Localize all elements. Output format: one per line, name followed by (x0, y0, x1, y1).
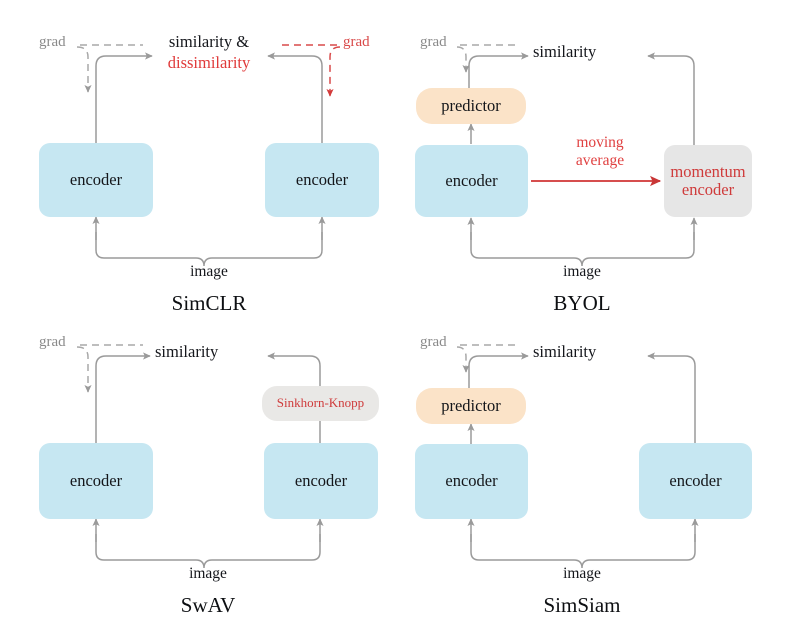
simsiam-connectors (456, 344, 699, 569)
byol-connectors (456, 44, 698, 267)
swav-left-encoder-box[interactable]: encoder (39, 443, 153, 519)
simclr-grad-right-label: grad (343, 34, 370, 50)
byol-momentum-encoder-box[interactable]: momentum encoder (664, 145, 752, 217)
swav-right-encoder-label: encoder (294, 470, 348, 490)
byol-image-label: image (563, 263, 601, 280)
simsiam-right-encoder-label: encoder (669, 470, 722, 490)
simclr-right-encoder-box[interactable]: encoder (265, 143, 379, 217)
byol-momentum-label-line2: encoder (681, 180, 735, 199)
byol-grad-label: grad (420, 34, 447, 50)
byol-encoder-label: encoder (445, 170, 498, 190)
swav-panel-title: SwAV (180, 593, 236, 617)
simsiam-right-encoder-box[interactable]: encoder (639, 443, 752, 519)
byol-predictor-to-objective (468, 52, 529, 88)
simclr-left-encoder-to-objective (95, 52, 153, 143)
simsiam-grad-label: grad (420, 334, 447, 350)
simclr-objective-similarity: similarity & (168, 32, 250, 51)
simclr-grad-left-label: grad (39, 34, 66, 50)
simsiam-grad-dashed (456, 346, 470, 373)
byol-encoder-box[interactable]: encoder (415, 145, 528, 217)
byol-objective-similarity: similarity (533, 42, 597, 61)
simsiam-panel-title: SimSiam (543, 593, 621, 617)
swav-connectors (76, 344, 324, 569)
byol-moving-average-label: moving average (576, 134, 624, 169)
simclr-objective-dissimilarity: dissimilarity (167, 53, 251, 72)
byol-momentum-to-objective (647, 52, 695, 145)
byol-image-fanout (470, 232, 695, 267)
byol-predictor-box[interactable]: predictor (416, 88, 526, 124)
simsiam-objective-similarity: similarity (533, 342, 597, 361)
simsiam-left-encoder-label: encoder (445, 471, 498, 491)
simclr-left-encoder-box[interactable]: encoder (39, 143, 153, 217)
simsiam-image-fanout (470, 534, 696, 569)
swav-grad-label: grad (39, 334, 66, 350)
simsiam-left-encoder-box[interactable]: encoder (415, 444, 528, 519)
simsiam-right-encoder-to-objective (647, 352, 696, 443)
simclr-right-encoder-label: encoder (295, 169, 349, 189)
simsiam-image-label: image (563, 565, 601, 582)
byol-moving-label-line1: moving (576, 134, 624, 151)
simclr-grad-left-dashed (76, 46, 92, 93)
swav-left-encoder-to-objective (95, 352, 151, 443)
simclr-left-encoder-label: encoder (69, 169, 123, 189)
byol-moving-label-line2: average (575, 151, 625, 169)
swav-image-label: image (189, 565, 227, 582)
swav-sinkhorn-knopp-label: Sinkhorn-Knopp (276, 395, 365, 411)
simclr-panel-title: SimCLR (171, 291, 247, 315)
simsiam-predictor-label: predictor (441, 395, 501, 415)
swav-left-encoder-label: encoder (69, 470, 123, 490)
simsiam-predictor-box[interactable]: predictor (416, 388, 526, 424)
swav-sinkhorn-knopp-box[interactable]: Sinkhorn-Knopp (262, 386, 379, 421)
swav-right-encoder-box[interactable]: encoder (264, 443, 378, 519)
swav-objective-similarity: similarity (155, 342, 219, 361)
simclr-image-label: image (190, 263, 228, 280)
swav-sinkhorn-to-objective (267, 352, 321, 386)
byol-grad-dashed (456, 46, 470, 73)
simclr-connectors (76, 44, 341, 267)
simclr-grad-right-dashed (326, 46, 341, 97)
simsiam-predictor-to-objective (468, 352, 529, 388)
byol-predictor-label: predictor (441, 95, 501, 115)
swav-image-fanout (95, 534, 321, 569)
swav-grad-dashed (76, 346, 92, 393)
simclr-image-fanout (95, 232, 323, 267)
simclr-right-encoder-to-objective (267, 52, 323, 143)
byol-momentum-label-line1: momentum (670, 161, 746, 181)
byol-panel-title: BYOL (553, 291, 611, 315)
